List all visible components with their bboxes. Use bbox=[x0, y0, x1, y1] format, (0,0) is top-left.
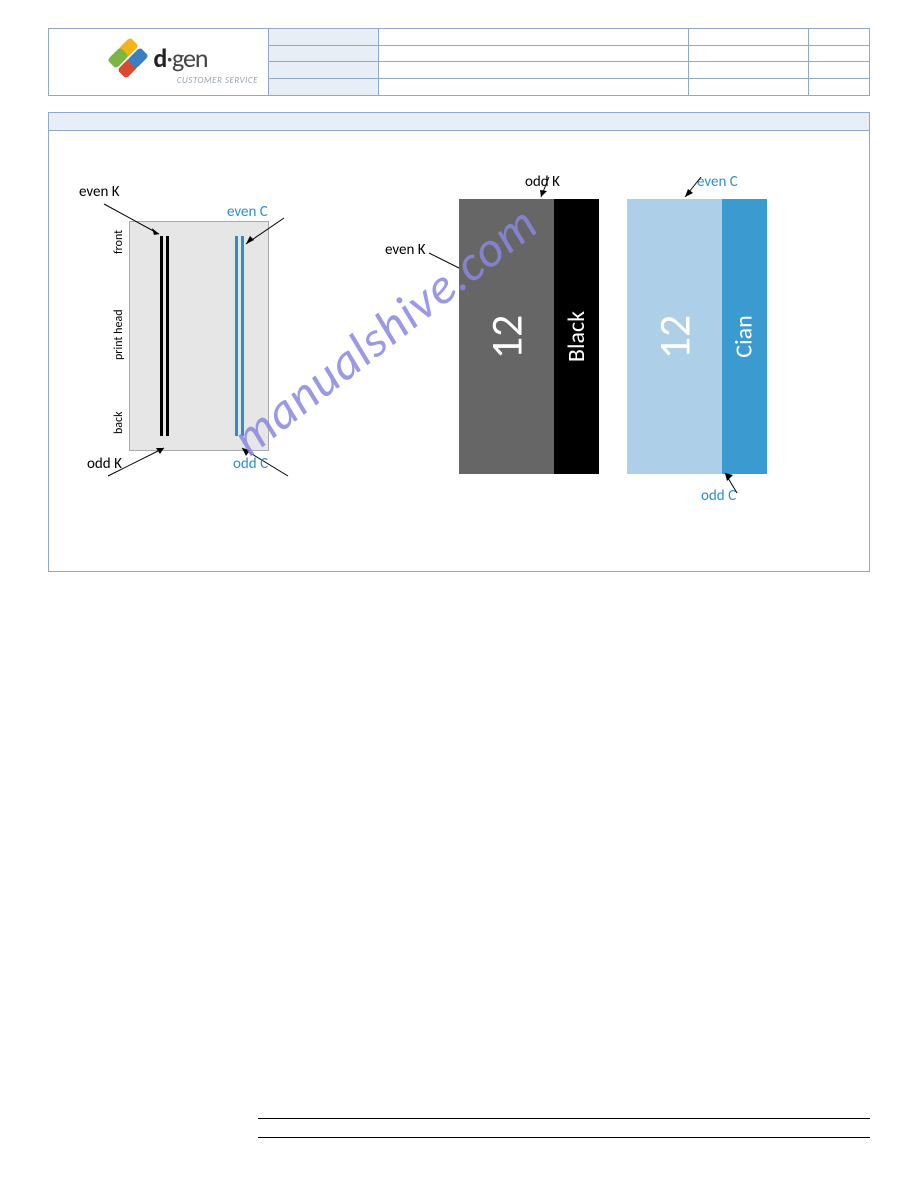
footer-lines bbox=[258, 1118, 870, 1138]
cyan-bar: 12 Cian bbox=[627, 199, 767, 474]
label-odd-k: odd K bbox=[87, 455, 122, 473]
brand-subtitle: CUSTOMER SERVICE bbox=[177, 75, 258, 86]
label-even-k-r: even K bbox=[385, 241, 426, 259]
label-printhead: print head bbox=[112, 310, 126, 361]
arrow-even-k-icon bbox=[104, 204, 164, 244]
logo-cell: d·gen CUSTOMER SERVICE bbox=[49, 29, 269, 95]
black-num: 12 bbox=[479, 314, 533, 359]
nozzle-even-c bbox=[235, 236, 238, 436]
section-title-bar bbox=[49, 113, 869, 131]
output-diagram: odd K even C even K bbox=[409, 181, 789, 531]
brand-name: d·gen bbox=[153, 42, 207, 74]
printhead-diagram: even K even C front print head back bbox=[69, 181, 329, 501]
printhead-rect: front print head back bbox=[129, 221, 269, 451]
arrow-even-c-icon bbox=[240, 218, 290, 258]
nozzle-even-k bbox=[160, 236, 163, 436]
footer bbox=[48, 1118, 870, 1138]
arrow-odd-c-r-icon bbox=[723, 471, 753, 495]
section-box: even K even C front print head back bbox=[48, 112, 870, 572]
black-bar: 12 Black bbox=[459, 199, 599, 474]
nozzle-odd-c bbox=[241, 236, 244, 436]
header-table: d·gen CUSTOMER SERVICE bbox=[48, 28, 870, 96]
logo-icon bbox=[109, 39, 147, 77]
black-name: Black bbox=[562, 311, 591, 362]
label-odd-c: odd C bbox=[233, 455, 268, 473]
cyan-num: 12 bbox=[647, 314, 701, 359]
label-even-k: even K bbox=[79, 183, 120, 201]
header-grid bbox=[269, 29, 869, 95]
label-back: back bbox=[112, 411, 126, 434]
nozzle-odd-k bbox=[166, 236, 169, 436]
cyan-name: Cian bbox=[730, 315, 759, 357]
